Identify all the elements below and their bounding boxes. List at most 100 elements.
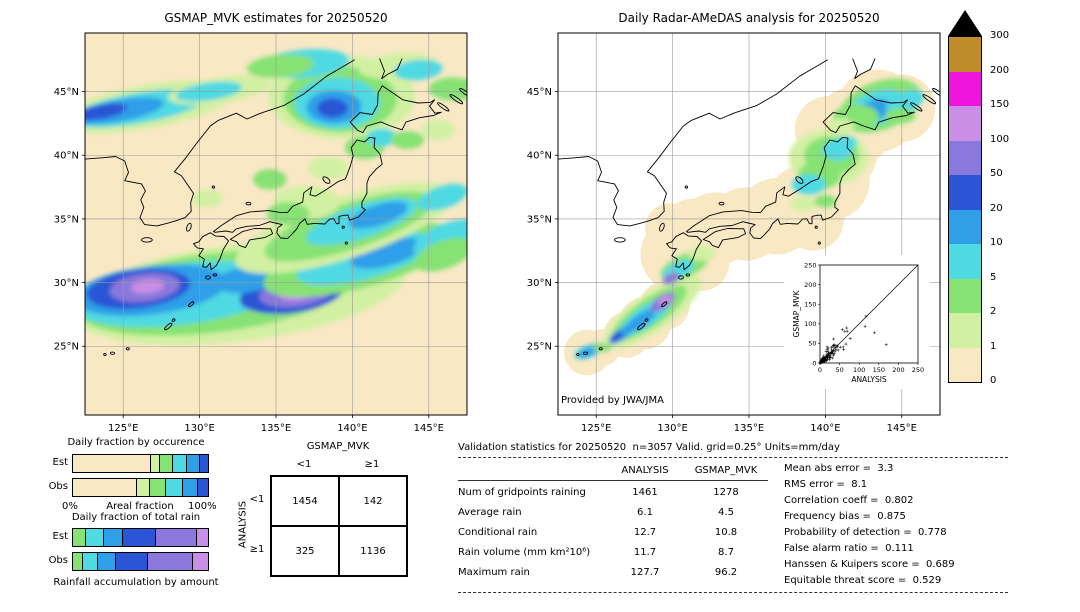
bar-segment xyxy=(148,479,165,496)
colorbar-segment xyxy=(949,244,981,279)
bar-segment xyxy=(197,479,208,496)
inset-y-tick: 200 xyxy=(804,281,816,289)
inset-y-tick: 0 xyxy=(812,359,816,367)
inset-y-tick: 100 xyxy=(804,320,816,328)
total-rain-obs-label: Obs xyxy=(48,555,68,566)
colorbar-segment xyxy=(949,209,981,244)
occurrence-est-label: Est xyxy=(52,457,68,468)
colorbar-tick-label: 10 xyxy=(990,237,1003,248)
contingency-col-label-0: <1 xyxy=(296,459,312,470)
score-line: Frequency bias = 0.875 xyxy=(784,511,906,522)
inset-x-tick: 250 xyxy=(912,366,924,374)
stats-gsmap-value: 4.5 xyxy=(718,507,734,518)
coastlines xyxy=(558,58,940,357)
stats-row-label: Conditional rain xyxy=(458,527,538,538)
colorbar-segment xyxy=(949,140,981,175)
lat-tick-label: 45°N xyxy=(527,87,552,98)
bar-segment xyxy=(159,455,172,472)
stats-row: Average rain 6.1 4.5 xyxy=(458,503,768,523)
inset-ticks: 0 50 100 150 200 250 0 50 100 150 200 250 xyxy=(804,261,924,374)
grid-lines xyxy=(85,33,467,415)
stats-analysis-value: 12.7 xyxy=(633,527,657,538)
stats-bottom-divider xyxy=(458,592,1008,593)
bar-segment xyxy=(147,553,192,570)
lat-tick-label: 30°N xyxy=(527,278,552,289)
colorbar-segment xyxy=(949,71,981,106)
lat-tick-label: 35°N xyxy=(54,214,79,225)
contingency-row-label-1: ≥1 xyxy=(249,544,265,555)
bar-segment xyxy=(155,529,196,546)
stats-analysis-value: 127.7 xyxy=(630,567,660,578)
colorbar-segment xyxy=(949,106,981,141)
score-line: RMS error = 8.1 xyxy=(784,479,868,490)
bar-segment xyxy=(164,479,183,496)
bar-segment xyxy=(182,479,198,496)
lat-tick-label: 25°N xyxy=(54,342,79,353)
occurrence-obs-bar xyxy=(72,478,209,497)
score-line: Hanssen & Kuipers score = 0.689 xyxy=(784,559,955,570)
bar-segment xyxy=(82,553,98,570)
rain-field xyxy=(85,49,467,346)
inset-y-tick: 250 xyxy=(804,261,816,269)
score-line: Mean abs error = 3.3 xyxy=(784,463,894,474)
stats-row-label: Rain volume (mm km²10⁶) xyxy=(458,547,591,558)
bar-segment xyxy=(191,553,208,570)
total-rain-chart-title: Daily fraction of total rain xyxy=(71,512,201,523)
bar-segment xyxy=(85,529,103,546)
stats-gsmap-value: 8.7 xyxy=(718,547,734,558)
stats-analysis-value: 6.1 xyxy=(637,507,653,518)
inset-y-tick: 150 xyxy=(804,301,816,309)
lon-tick-label: 130°E xyxy=(657,423,687,434)
bar-segment xyxy=(73,479,137,496)
total-rain-obs-bar xyxy=(72,552,209,571)
colorbar-tick-label: 20 xyxy=(990,202,1003,214)
bar-segment xyxy=(73,455,150,472)
stats-row: Rain volume (mm km²10⁶) 11.7 8.7 xyxy=(458,543,768,563)
stats-top-divider xyxy=(458,457,1008,458)
lon-tick-label: 125°E xyxy=(108,423,138,434)
inset-x-tick: 50 xyxy=(835,366,843,374)
occurrence-obs-label: Obs xyxy=(48,481,68,492)
score-line: Probability of detection = 0.778 xyxy=(784,527,947,538)
stats-row-label: Maximum rain xyxy=(458,567,530,578)
stats-header-underline xyxy=(458,480,768,481)
contingency-cell-10: 325 xyxy=(271,526,339,576)
contingency-row-group: ANALYSIS xyxy=(237,500,249,549)
colorbar-segment xyxy=(949,278,981,313)
contingency-cell-01: 142 xyxy=(339,476,407,526)
contingency-col-group: GSMAP_MVK xyxy=(306,441,370,452)
bar-segment xyxy=(102,529,122,546)
occurrence-axis-max: 100% xyxy=(188,501,217,512)
bar-segment xyxy=(136,479,149,496)
stats-gsmap-value: 1278 xyxy=(713,487,739,498)
lon-tick-label: 135°E xyxy=(261,423,291,434)
stats-row-label: Num of gridpoints raining xyxy=(458,487,586,498)
total-rain-caption: Rainfall accumulation by amount xyxy=(53,577,219,588)
inset-x-tick: 200 xyxy=(892,366,904,374)
colorbar-segment xyxy=(949,313,981,348)
colorbar-over-arrow xyxy=(948,10,982,36)
axis-tick-labels: 45°N 40°N 35°N 30°N 25°N 125°E 130°E 135°E 140°E… xyxy=(527,87,917,434)
lon-tick-label: 135°E xyxy=(734,423,764,434)
axis-tick-labels: 45°N 40°N 35°N 30°N 25°N 125°E 130°E 135°E 140°E… xyxy=(54,87,444,434)
stats-row: Num of gridpoints raining 1461 1278 xyxy=(458,483,768,503)
lat-tick-label: 40°N xyxy=(527,151,552,162)
bar-segment xyxy=(97,553,115,570)
bar-segment xyxy=(73,529,86,546)
stats-header: Validation statistics for 20250520 n=305… xyxy=(458,442,840,453)
contingency-cell-00: 1454 xyxy=(271,476,339,526)
stats-gsmap-value: 10.8 xyxy=(714,527,738,538)
lat-tick-label: 30°N xyxy=(54,278,79,289)
rain-colorbar: 300 200 150 100 50 20 10 5 2 1 0 xyxy=(948,10,1009,386)
lon-tick-label: 130°E xyxy=(184,423,214,434)
total-rain-est-bar xyxy=(72,528,209,547)
colorbar-tick-label: 2 xyxy=(990,306,997,317)
lat-tick-label: 25°N xyxy=(527,342,552,353)
inset-ylabel: GSMAP_MVK xyxy=(792,289,801,337)
contingency-row-label-0: <1 xyxy=(249,494,265,505)
inset-x-tick: 0 xyxy=(818,366,822,374)
gsmap-estimate-map: 45°N 40°N 35°N 30°N 25°N 125°E 130°E 135°E 140°E… xyxy=(54,32,468,434)
occurrence-est-bar xyxy=(72,454,209,473)
colorbar-tick-label: 100 xyxy=(990,133,1010,145)
